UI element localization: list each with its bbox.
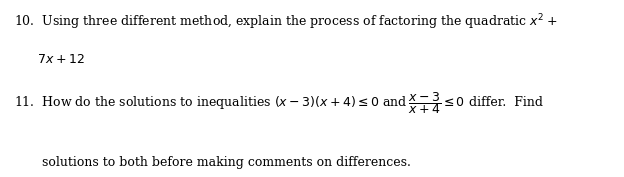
Text: $\dfrac{x-3}{x+4} \leq 0$: $\dfrac{x-3}{x+4} \leq 0$ [407,90,465,116]
Text: $7x + 12$: $7x + 12$ [14,53,85,66]
Text: 11.  How do the solutions to inequalities $(x-3)(x+4) \leq 0$ and: 11. How do the solutions to inequalities… [14,94,407,111]
Text: solutions to both before making comments on differences.: solutions to both before making comments… [14,156,411,169]
Text: differ.  Find: differ. Find [465,96,543,109]
Text: 10.  Using three different method, explain the process of factoring the quadrati: 10. Using three different method, explai… [14,12,557,32]
